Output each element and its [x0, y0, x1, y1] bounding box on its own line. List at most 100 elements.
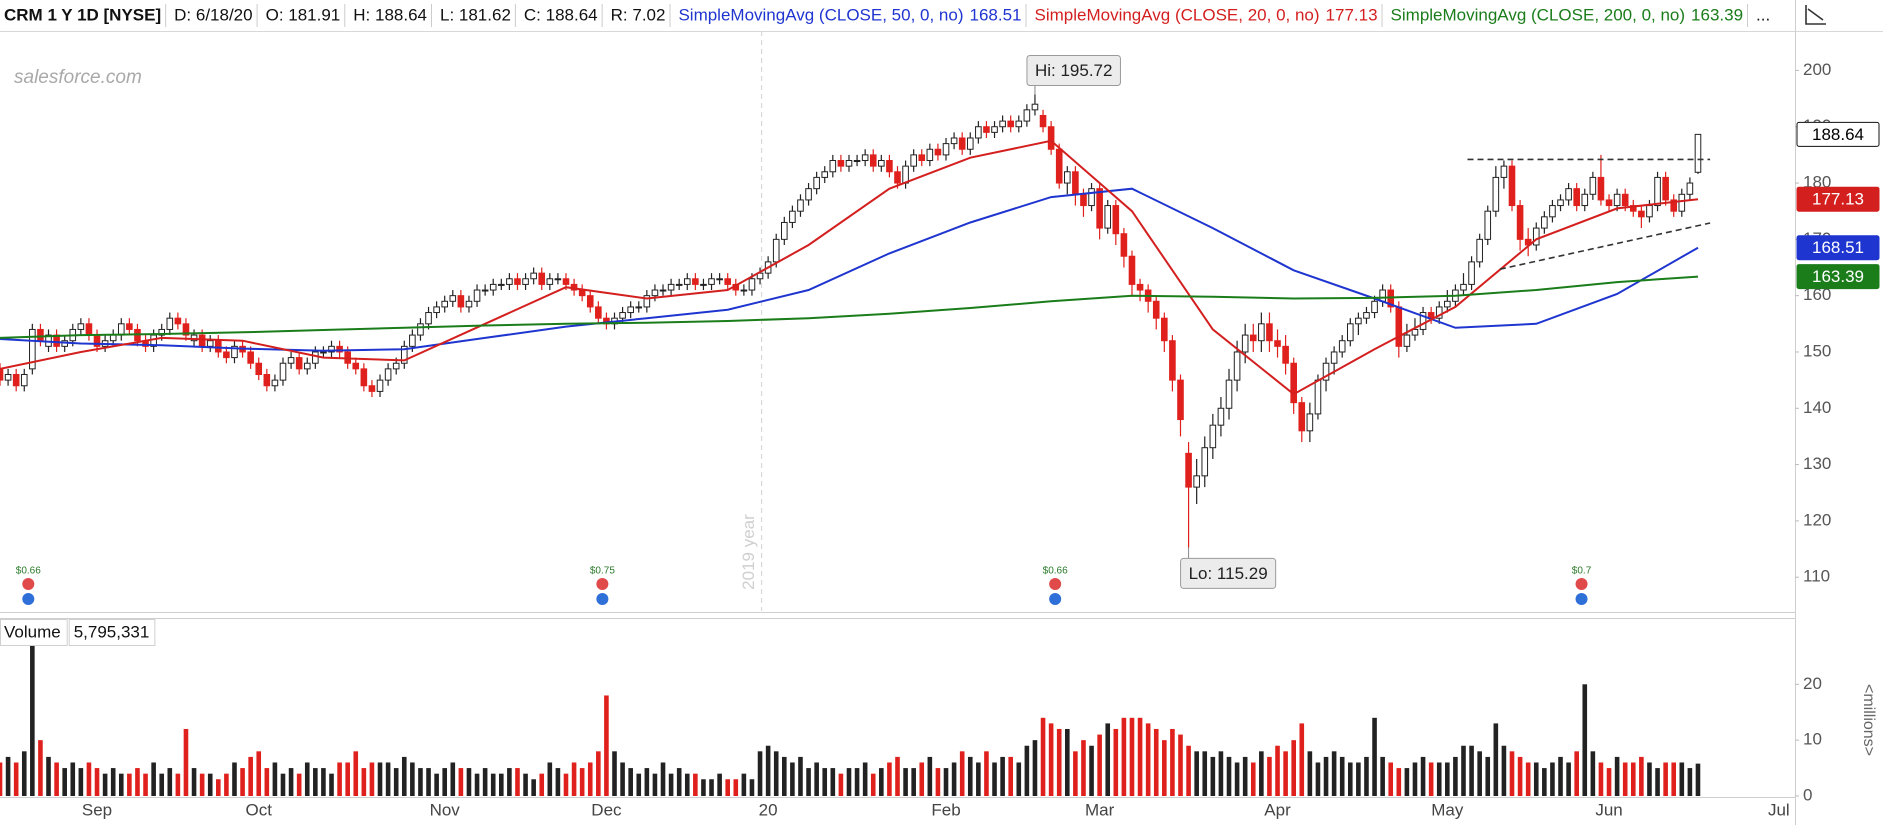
annotation-box	[1026, 55, 1121, 87]
legend-entry: SimpleMovingAvg (CLOSE, 50, 0, no)	[678, 5, 963, 24]
candle-body	[1120, 233, 1128, 257]
candle-body	[117, 323, 125, 336]
volume-bar	[159, 773, 165, 796]
volume-bar	[1048, 723, 1054, 796]
volume-bar	[1170, 728, 1175, 796]
volume-bar	[337, 762, 342, 796]
legend-entry: SimpleMovingAvg (CLOSE, 20, 0, no)	[1035, 5, 1320, 24]
volume-bar	[547, 762, 553, 796]
volume-bar	[1598, 762, 1604, 796]
candle-body	[1565, 188, 1572, 201]
candle-body	[1088, 188, 1095, 207]
candle-body	[886, 160, 893, 173]
readout-item: O: 181.91	[266, 5, 341, 24]
candle-body	[675, 283, 683, 286]
volume-bar	[70, 762, 76, 796]
candle-body	[1258, 323, 1265, 342]
candle-body	[991, 126, 998, 133]
volume-bar	[814, 762, 819, 796]
volume-bar	[304, 762, 310, 796]
candle-body	[659, 289, 667, 292]
candle-body	[530, 272, 537, 280]
candle-body	[182, 323, 190, 336]
volume-bar	[1064, 728, 1070, 796]
candle-body	[481, 289, 489, 292]
candle-body	[708, 278, 715, 285]
candle-body	[514, 278, 521, 285]
volume-bar	[1695, 763, 1701, 796]
candle-body	[198, 334, 206, 347]
volume-bar	[94, 768, 100, 796]
candle-body	[1363, 312, 1370, 319]
volume-bar	[175, 773, 181, 796]
volume-bar	[830, 768, 836, 796]
candle-body	[926, 148, 934, 162]
candle-body	[1379, 289, 1386, 302]
volume-bar	[54, 762, 59, 796]
candle-body	[1161, 317, 1168, 342]
volume-bar	[798, 756, 803, 796]
candle-body	[983, 126, 990, 133]
moving-average-line	[0, 275, 1699, 339]
volume-bar	[30, 645, 35, 796]
candle-body	[1152, 300, 1160, 319]
volume-bar	[1299, 723, 1305, 796]
candle-body	[797, 199, 804, 212]
header-more: ...	[1756, 5, 1770, 24]
volume-bar	[118, 773, 124, 796]
volume-bar	[1194, 751, 1199, 796]
y-tick-label: 120	[1803, 510, 1831, 529]
candle-body	[279, 362, 287, 381]
candle-body	[465, 300, 473, 308]
volume-bar	[426, 768, 431, 796]
volume-bar	[21, 751, 27, 796]
moving-average-value-label: 163.39	[1812, 267, 1864, 286]
candle-body	[667, 283, 675, 291]
candle-body	[1662, 176, 1669, 201]
candle-body	[498, 283, 505, 286]
dividend-marker	[1049, 578, 1062, 590]
volume-bar	[62, 768, 67, 796]
volume-bar	[224, 773, 229, 796]
volume-bar	[256, 751, 262, 796]
volume-bar	[1639, 756, 1644, 796]
volume-bar	[1671, 762, 1677, 796]
volume-bar	[943, 768, 949, 796]
candle-body	[77, 323, 85, 330]
candle-body	[586, 295, 594, 308]
volume-bar	[232, 762, 237, 796]
candle-body	[522, 278, 529, 285]
candle-body	[1508, 165, 1516, 207]
x-tick-label: Jul	[1768, 800, 1790, 819]
candle-body	[1104, 205, 1112, 229]
volume-bar	[903, 768, 908, 796]
candle-body	[158, 328, 166, 336]
volume-bar	[1040, 717, 1046, 796]
volume-bar	[1291, 740, 1296, 796]
y-tick-label: 150	[1803, 341, 1831, 360]
volume-bar	[563, 773, 569, 796]
candle-body	[1346, 323, 1354, 342]
candle-body	[1646, 205, 1653, 218]
candle-body	[1460, 283, 1467, 291]
volume-bar	[1056, 728, 1062, 796]
candle-body	[1031, 103, 1039, 111]
volume-bar	[1242, 756, 1248, 796]
dividend-marker	[596, 578, 609, 590]
candle-body	[417, 323, 424, 336]
volume-tick-label: 20	[1803, 674, 1822, 693]
candle-body	[1589, 176, 1597, 195]
candle-body	[1314, 379, 1322, 415]
candle-body	[692, 278, 699, 285]
x-tick-label: May	[1431, 800, 1464, 819]
volume-bar	[207, 773, 213, 796]
volume-bar	[1129, 717, 1135, 796]
volume-bar	[1687, 768, 1693, 796]
settings-icon[interactable]	[1805, 5, 1826, 25]
candle-body	[263, 373, 271, 387]
volume-unit-label: <millions>	[1860, 684, 1877, 756]
candle-body	[1201, 447, 1209, 477]
volume-bar	[1275, 745, 1280, 796]
volume-bar	[1016, 762, 1022, 796]
